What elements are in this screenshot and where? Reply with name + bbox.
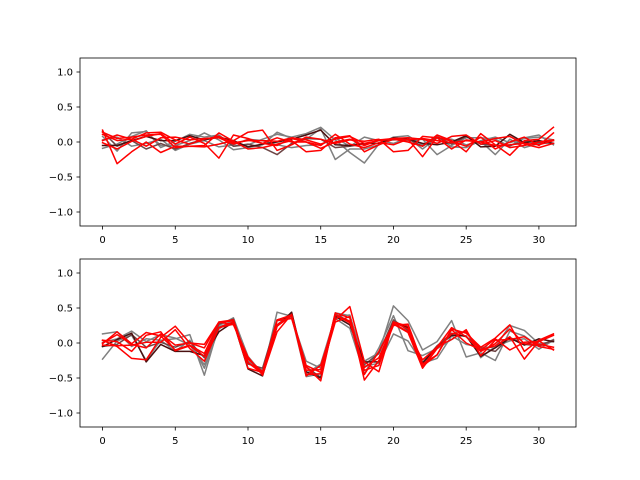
y-tick-label: −0.5 <box>49 173 73 184</box>
subplot-2: 0 5 10 15 20 25 30 −1.0 −0.5 0.0 0.5 1.0 <box>49 258 577 447</box>
x-tick-label: 15 <box>314 235 327 246</box>
series-line-9 <box>101 134 555 150</box>
x-tick-label: 30 <box>533 436 546 447</box>
x-tick-label: 30 <box>533 235 546 246</box>
x-tick-label: 10 <box>242 235 255 246</box>
subplot-1: 0 5 10 15 20 25 30 −1.0 −0.5 0.0 0.5 1.0 <box>49 57 577 246</box>
series-group <box>101 305 555 382</box>
x-tick-label: 25 <box>460 235 473 246</box>
y-tick-label: 0.5 <box>57 304 73 315</box>
y-tick-label: 0.0 <box>57 339 73 350</box>
x-tick-label: 25 <box>460 436 473 447</box>
series-line-6 <box>101 126 555 165</box>
x-tick-label: 20 <box>387 235 400 246</box>
x-tick-label: 5 <box>172 436 178 447</box>
series-line-10 <box>101 131 555 147</box>
series-group <box>101 126 555 165</box>
x-tick-label: 0 <box>99 235 105 246</box>
y-tick-label: 0.5 <box>57 103 73 114</box>
series-line-10 <box>101 314 555 375</box>
x-tick-label: 5 <box>172 235 178 246</box>
y-tick-label: 0.0 <box>57 138 73 149</box>
y-tick-label: 1.0 <box>57 269 73 280</box>
series-line-5 <box>101 129 555 148</box>
y-tick-label: 1.0 <box>57 68 73 79</box>
x-tick-label: 15 <box>314 436 327 447</box>
x-tick-label: 20 <box>387 436 400 447</box>
y-tick-label: −0.5 <box>49 374 73 385</box>
y-tick-label: −1.0 <box>49 208 73 219</box>
x-tick-label: 0 <box>99 436 105 447</box>
series-line-9 <box>101 314 555 374</box>
x-tick-label: 10 <box>242 436 255 447</box>
series-line-8 <box>101 131 555 159</box>
y-tick-label: −1.0 <box>49 409 73 420</box>
